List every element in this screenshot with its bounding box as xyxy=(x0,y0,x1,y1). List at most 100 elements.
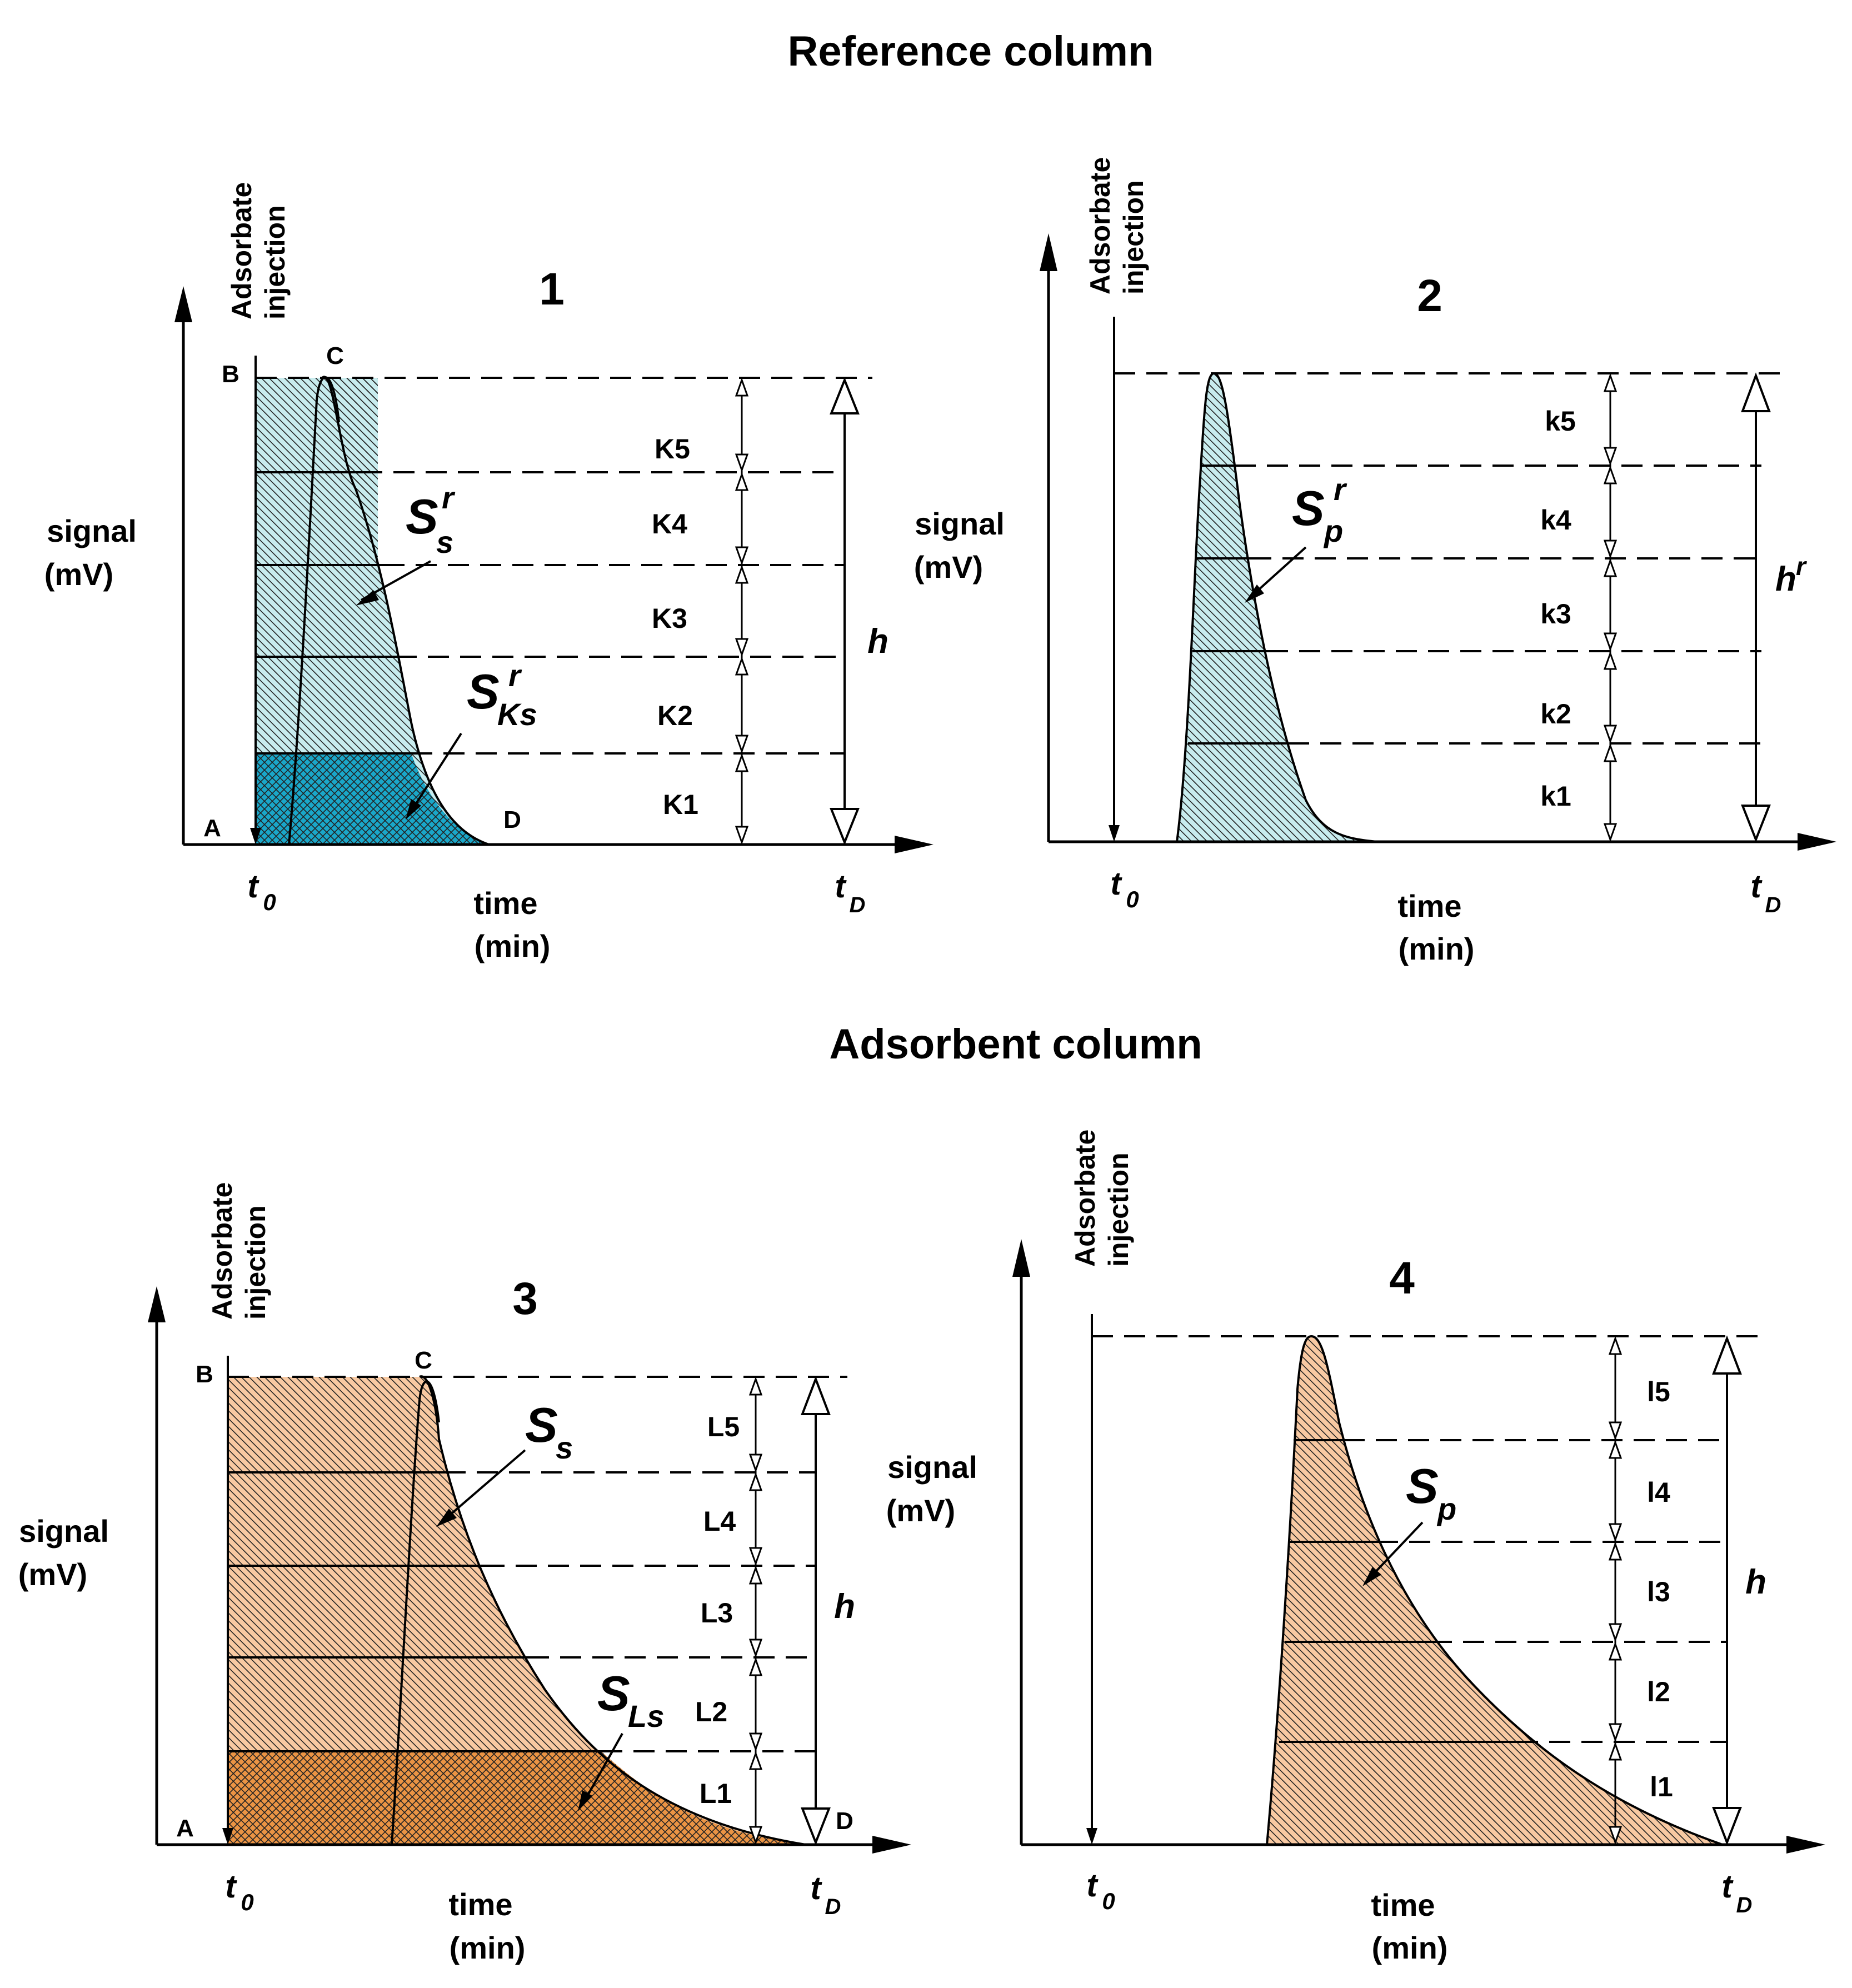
panel2-injection-label-2: injection xyxy=(1118,180,1149,294)
panel4-tD: t D xyxy=(1721,1869,1752,1917)
panel3-signal-unit: (mV) xyxy=(18,1557,87,1592)
panel3-x-arrowhead xyxy=(872,1836,911,1854)
panel2-injection-label-1: Adsorbate xyxy=(1085,157,1116,294)
panel3-band-scale xyxy=(748,1376,763,1845)
panel2-signal-label: signal xyxy=(915,506,1005,541)
panel1-t0-sub: 0 xyxy=(263,889,276,915)
panel3-band-label-l4: L4 xyxy=(703,1506,736,1537)
panel4-tD-sub: D xyxy=(1736,1893,1753,1917)
panel2-h-arrow xyxy=(1741,372,1771,843)
panel2-area-sup: r xyxy=(1334,472,1347,507)
panel1-area-pointer-head xyxy=(356,590,379,606)
panel1-point-a: A xyxy=(203,815,221,842)
panel1-dark-cross xyxy=(256,753,489,845)
panel4-area-symbol: S p xyxy=(1406,1458,1456,1526)
panel1-h-label: h xyxy=(867,622,888,661)
panel1-part-pointer xyxy=(410,732,462,812)
panel2-band-scale xyxy=(1603,373,1618,842)
panel4-h-arrow xyxy=(1712,1335,1742,1846)
panel3-t0: t 0 xyxy=(225,1869,253,1915)
panel4-signal-label: signal xyxy=(887,1450,977,1485)
panel-3: 3 Adsorbate injection signal (mV) time (… xyxy=(18,1182,911,1965)
panel1-part-sup: r xyxy=(508,658,522,693)
panel3-part-symbol: S Ls xyxy=(597,1666,664,1734)
panel1-tD-main: t xyxy=(835,868,847,905)
panel3-time-unit: (min) xyxy=(450,1930,526,1965)
panel3-part-pointer xyxy=(582,1733,623,1804)
panel2-y-arrowhead xyxy=(1040,233,1057,271)
panel3-point-a: A xyxy=(176,1815,194,1842)
panel4-tD-main: t xyxy=(1721,1869,1734,1905)
panel1-h-arrow xyxy=(830,377,860,846)
panel3-part-pointer-head xyxy=(578,1790,592,1811)
panel1-t0: t 0 xyxy=(247,868,276,915)
panel2-time-unit: (min) xyxy=(1399,931,1475,966)
panel4-y-arrowhead xyxy=(1012,1239,1030,1277)
panel2-t0-main: t xyxy=(1110,866,1122,902)
panel4-band-label-l4: l4 xyxy=(1647,1477,1670,1508)
panel2-tD-sub: D xyxy=(1765,893,1781,917)
panel2-x-arrowhead xyxy=(1798,833,1836,851)
panel1-band-scale xyxy=(735,377,749,845)
panel1-band-label-k2: K2 xyxy=(657,700,693,731)
panel2-tD-main: t xyxy=(1750,868,1763,905)
panel1-area-main: S xyxy=(406,489,438,544)
panel2-area-pointer-head xyxy=(1245,585,1264,603)
panel3-h-arrow xyxy=(801,1376,831,1846)
panel3-point-d: D xyxy=(836,1807,853,1835)
panel3-y-arrowhead xyxy=(148,1286,166,1322)
panel2-area-sub: p xyxy=(1323,513,1343,548)
panel4-t0-main: t xyxy=(1086,1867,1099,1904)
panel2-band-label-k3: k3 xyxy=(1540,598,1571,630)
panel2-curve xyxy=(1176,372,1379,843)
panel4-time-unit: (min) xyxy=(1372,1930,1448,1965)
panel1-number: 1 xyxy=(539,264,565,314)
panel3-injection-arrowhead xyxy=(222,1828,233,1845)
panel1-part-main: S xyxy=(467,664,500,719)
panel2-band-label-k2: k2 xyxy=(1540,698,1571,730)
panel2-signal-unit: (mV) xyxy=(914,550,983,585)
panel1-point-d: D xyxy=(503,806,521,833)
panel4-injection-label-2: injection xyxy=(1103,1152,1134,1267)
panel4-injection-label-1: Adsorbate xyxy=(1070,1130,1101,1267)
panel3-injection-label-1: Adsorbate xyxy=(207,1182,238,1320)
panel3-number: 3 xyxy=(512,1273,538,1324)
panel1-part-sub: Ks xyxy=(497,697,537,732)
panel4-area-pointer xyxy=(1369,1521,1424,1579)
panel4-curve xyxy=(1266,1335,1723,1846)
panel2-t0: t 0 xyxy=(1110,866,1139,912)
panel4-band-scale xyxy=(1608,1336,1623,1845)
panel1-t0-main: t xyxy=(247,868,259,905)
panel4-band-label-l1: l1 xyxy=(1650,1771,1673,1802)
panel1-part-pointer-head xyxy=(406,799,421,820)
panel-1: 1 Adsorbate injection signal (mV) time (… xyxy=(44,182,934,963)
panel2-h-symbol: h r xyxy=(1775,552,1807,598)
panel1-time-unit: (min) xyxy=(475,928,551,963)
panel1-band-label-k3: K3 xyxy=(652,603,687,634)
panel3-area-pointer-head xyxy=(436,1509,457,1527)
panel1-part-symbol: S Ks r xyxy=(467,658,537,732)
panel3-injection-label-2: injection xyxy=(240,1205,271,1320)
panel3-t0-sub: 0 xyxy=(241,1889,253,1915)
panel1-y-arrowhead xyxy=(174,286,192,322)
panel3-dark-cross xyxy=(228,1751,806,1845)
panel1-tD-sub: D xyxy=(850,893,866,917)
panel1-band-label-k1: K1 xyxy=(663,789,698,820)
panel3-tD-sub: D xyxy=(825,1895,841,1919)
panel3-h-label: h xyxy=(834,1587,855,1626)
panel1-injection-label-1: Adsorbate xyxy=(226,182,257,319)
panel-2: 2 Adsorbate injection signal (mV) time (… xyxy=(914,157,1836,966)
panel3-part-sub: Ls xyxy=(628,1699,664,1734)
panel3-tail-curve xyxy=(419,1375,806,1846)
panel1-band-label-k4: K4 xyxy=(652,508,687,540)
panel3-point-b: B xyxy=(196,1361,213,1388)
panel3-area-sub: s xyxy=(556,1430,573,1465)
panel4-time-label: time xyxy=(1371,1887,1435,1922)
panel3-tD: t D xyxy=(810,1870,841,1919)
panel2-hatch xyxy=(1177,373,1378,842)
panel2-injection-arrowhead xyxy=(1109,825,1120,842)
panel2-band-label-k5: k5 xyxy=(1545,406,1576,437)
panel1-hatch-tail xyxy=(322,377,489,845)
panel1-point-b: B xyxy=(222,361,239,388)
